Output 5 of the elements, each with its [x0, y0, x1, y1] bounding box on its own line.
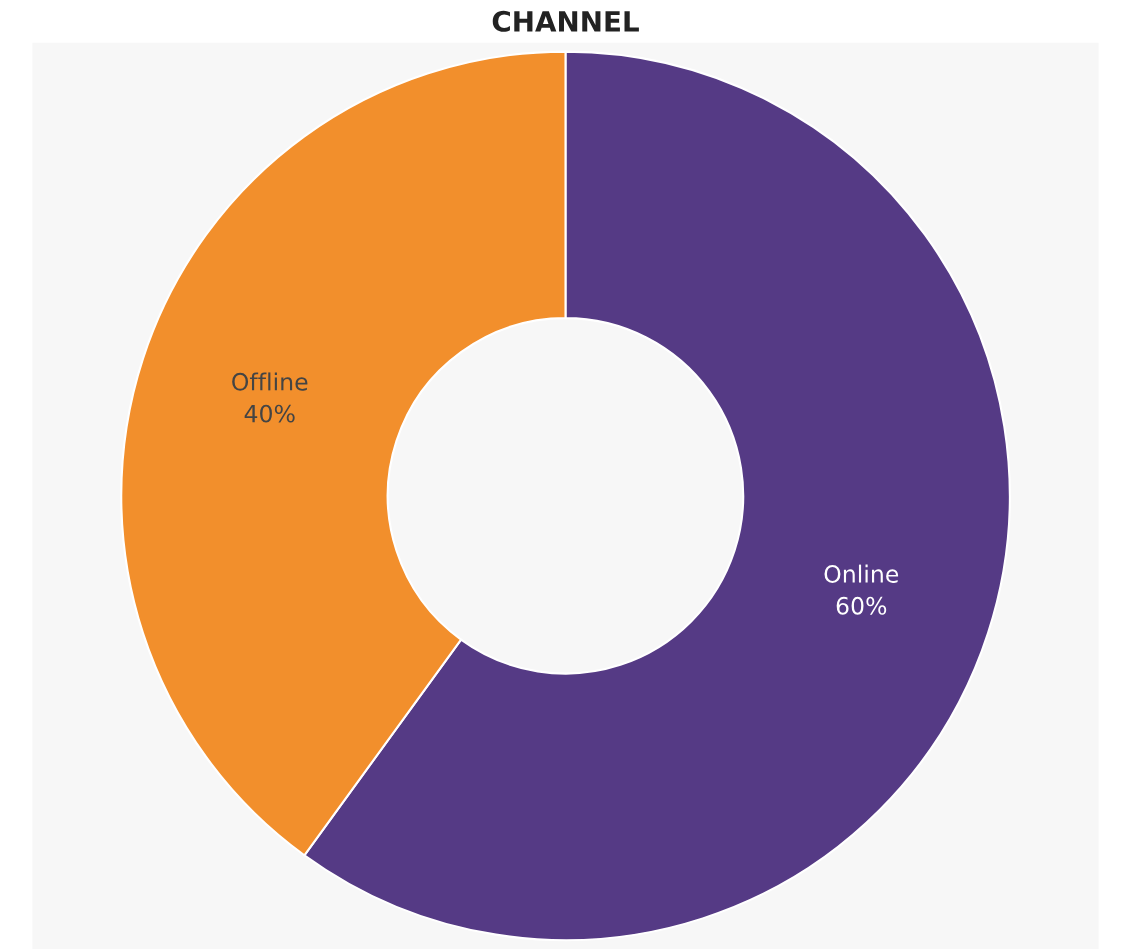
chart-title: CHANNEL: [492, 10, 639, 32]
data-label: 60%: [836, 596, 887, 615]
data-label: 40%: [244, 404, 295, 423]
slice-label: Offline: [232, 372, 308, 391]
slice-label: Online: [824, 564, 899, 583]
